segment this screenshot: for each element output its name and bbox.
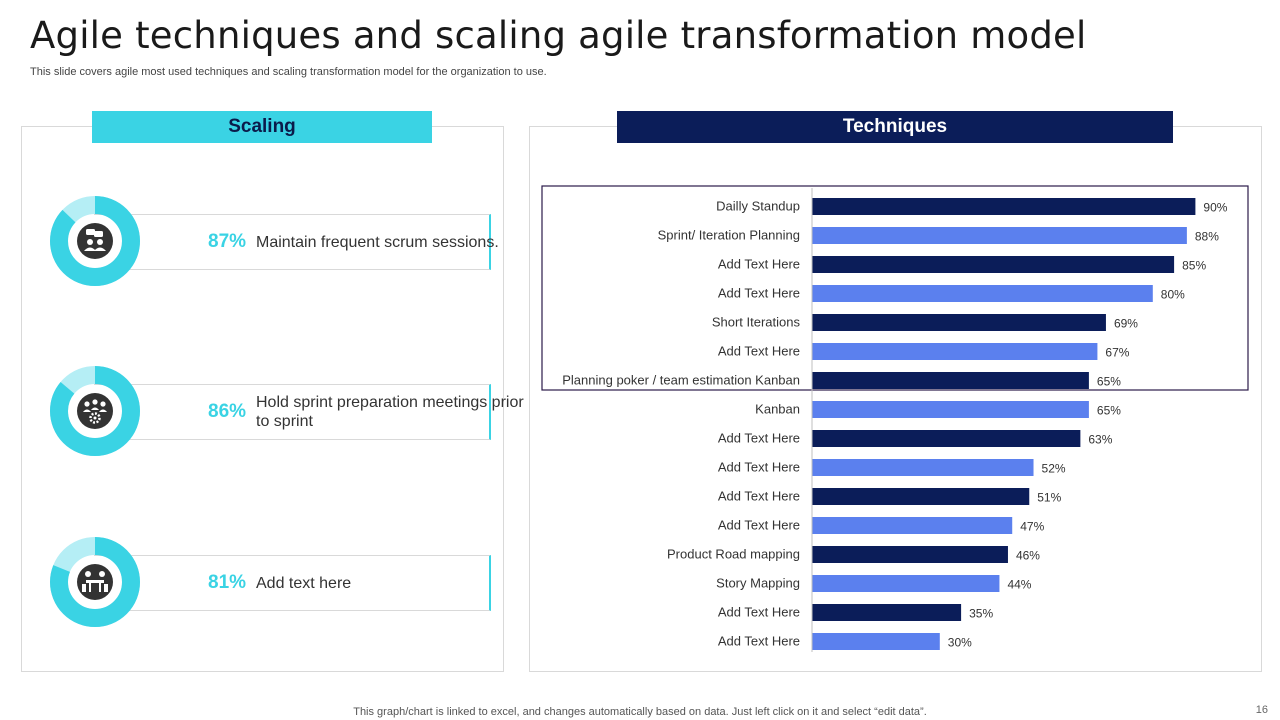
scaling-header: Scaling bbox=[92, 111, 432, 143]
bar bbox=[812, 256, 1175, 273]
progress-donut bbox=[50, 196, 140, 286]
scaling-card: 81% Add text here bbox=[94, 555, 491, 611]
progress-donut bbox=[50, 366, 140, 456]
category-label: Story Mapping bbox=[716, 576, 800, 591]
scaling-card: 87% Maintain frequent scrum sessions. bbox=[94, 214, 499, 270]
scaling-description: Maintain frequent scrum sessions. bbox=[256, 233, 499, 251]
bar bbox=[812, 372, 1089, 389]
bar bbox=[812, 459, 1034, 476]
scaling-item: 87% Maintain frequent scrum sessions. bbox=[50, 196, 499, 286]
category-label: Add Text Here bbox=[718, 344, 800, 359]
category-label: Kanban bbox=[755, 402, 800, 417]
data-label: 52% bbox=[1042, 462, 1066, 476]
category-label: Add Text Here bbox=[718, 605, 800, 620]
data-label: 30% bbox=[948, 636, 972, 650]
data-label: 47% bbox=[1020, 520, 1044, 534]
scaling-item: 86% Hold sprint preparation meetings pri… bbox=[50, 366, 524, 456]
meeting-table-icon bbox=[72, 559, 118, 605]
bar bbox=[812, 285, 1153, 302]
techniques-bar-chart: Dailly Standup 90% Sprint/ Iteration Plann… bbox=[541, 185, 1249, 652]
category-label: Product Road mapping bbox=[667, 547, 800, 562]
data-label: 35% bbox=[969, 607, 993, 621]
techniques-header: Techniques bbox=[617, 111, 1173, 143]
category-label: Add Text Here bbox=[718, 431, 800, 446]
category-label: Add Text Here bbox=[718, 460, 800, 475]
category-label: Dailly Standup bbox=[716, 199, 800, 214]
category-label: Add Text Here bbox=[718, 489, 800, 504]
scaling-item: 81% Add text here bbox=[50, 537, 491, 627]
page-subtitle: This slide covers agile most used techni… bbox=[30, 66, 547, 78]
scaling-description: Hold sprint preparation meetings prior t… bbox=[256, 394, 524, 430]
data-label: 80% bbox=[1161, 288, 1185, 302]
data-label: 67% bbox=[1105, 346, 1129, 360]
data-label: 90% bbox=[1203, 201, 1227, 215]
bar bbox=[812, 343, 1098, 360]
bar bbox=[812, 198, 1196, 215]
data-label: 46% bbox=[1016, 549, 1040, 563]
data-label: 44% bbox=[1007, 578, 1031, 592]
page-title: Agile techniques and scaling agile trans… bbox=[30, 14, 1087, 57]
category-label: Short Iterations bbox=[712, 315, 801, 330]
category-label: Add Text Here bbox=[718, 286, 800, 301]
scaling-percent: 86% bbox=[208, 401, 247, 422]
data-label: 69% bbox=[1114, 317, 1138, 331]
scaling-card: 86% Hold sprint preparation meetings pri… bbox=[94, 384, 524, 440]
bar bbox=[812, 314, 1106, 331]
scaling-percent: 81% bbox=[208, 572, 247, 593]
data-label: 88% bbox=[1195, 230, 1219, 244]
team-chat-icon bbox=[72, 218, 118, 264]
bar bbox=[812, 430, 1081, 447]
bar bbox=[812, 604, 962, 621]
data-label: 63% bbox=[1088, 433, 1112, 447]
bar bbox=[812, 633, 940, 650]
highlight-frame bbox=[541, 185, 1249, 391]
progress-donut bbox=[50, 537, 140, 627]
bar bbox=[812, 488, 1030, 505]
team-gear-icon bbox=[72, 388, 118, 434]
data-label: 85% bbox=[1182, 259, 1206, 273]
footer-note: This graph/chart is linked to excel, and… bbox=[353, 706, 927, 718]
category-label: Add Text Here bbox=[718, 518, 800, 533]
scaling-percent: 87% bbox=[208, 231, 247, 252]
data-label: 65% bbox=[1097, 404, 1121, 418]
scaling-description: Add text here bbox=[256, 574, 352, 592]
category-label: Add Text Here bbox=[718, 257, 800, 272]
page-number: 16 bbox=[1255, 704, 1268, 716]
category-label: Sprint/ Iteration Planning bbox=[658, 228, 800, 243]
bar bbox=[812, 227, 1187, 244]
bar bbox=[812, 546, 1008, 563]
bar bbox=[812, 401, 1089, 418]
category-label: Add Text Here bbox=[718, 634, 800, 649]
bar bbox=[812, 517, 1013, 534]
data-label: 51% bbox=[1037, 491, 1061, 505]
data-label: 65% bbox=[1097, 375, 1121, 389]
category-label: Planning poker / team estimation Kanban bbox=[562, 373, 800, 388]
bar bbox=[812, 575, 1000, 592]
